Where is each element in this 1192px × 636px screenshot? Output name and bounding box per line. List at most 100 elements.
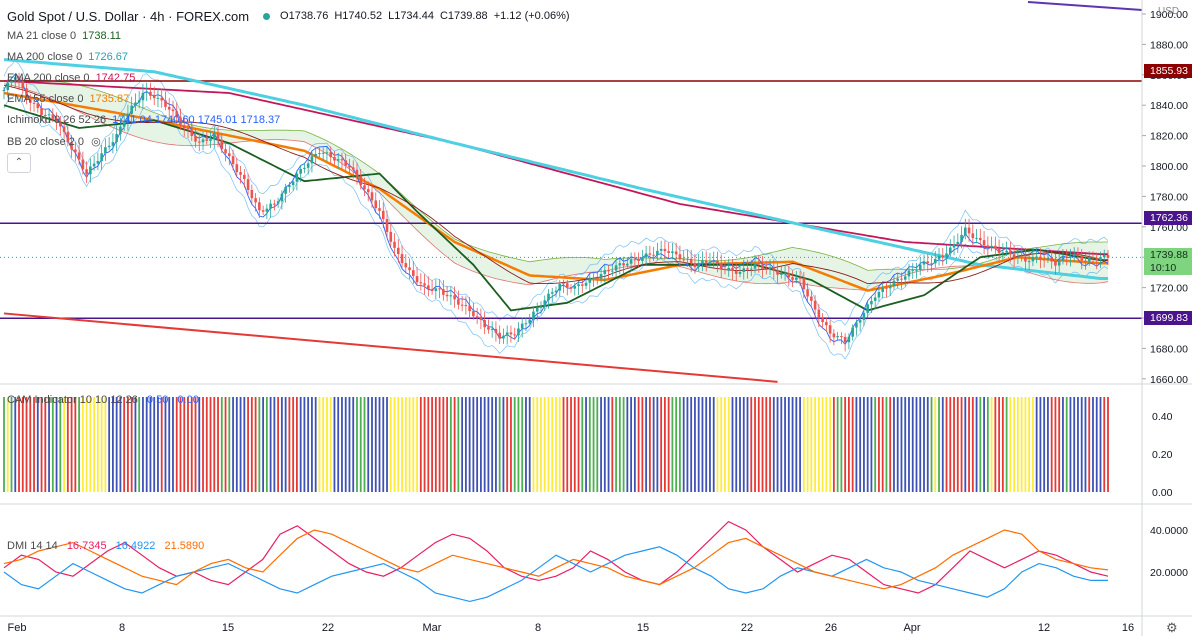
dmi-legend[interactable]: DMI 14 14 16.7345 16.4922 21.5890	[7, 540, 205, 552]
candle-body	[149, 91, 152, 96]
candle-body	[239, 172, 242, 175]
candle-body	[472, 311, 475, 317]
ichimoku-cloud-segment	[285, 130, 290, 141]
ichimoku-cloud-segment	[882, 269, 887, 284]
candle-body	[194, 136, 197, 142]
candle-body	[468, 305, 471, 312]
cam-indicator-pane[interactable]	[3, 397, 1109, 492]
candle-body	[580, 284, 584, 286]
candle-body	[104, 147, 107, 154]
cam-tick-label: 0.40	[1152, 411, 1173, 423]
time-tick-label: 8	[535, 622, 541, 634]
indicator-legend-ema55[interactable]: EMA 55 close 0 1735.87	[7, 93, 130, 105]
candle-body	[787, 273, 791, 278]
candle-body	[573, 285, 577, 289]
candle-body	[190, 129, 194, 137]
candle-body	[156, 97, 160, 99]
trendline-red[interactable]	[3, 312, 778, 383]
ichimoku-cloud-segment	[266, 130, 271, 140]
ichimoku-cloud-segment	[251, 130, 256, 141]
candle-body	[584, 282, 588, 286]
cam-indicator-legend[interactable]: CAM Indicator 10 10 12 26 0.50 0.00	[7, 394, 199, 406]
indicator-legend-ma21[interactable]: MA 21 close 0 1738.11	[7, 30, 122, 42]
candle-body	[273, 203, 276, 205]
candle-body	[464, 304, 468, 306]
hide-eye-icon[interactable]: ◎	[91, 136, 101, 148]
dmi-pane[interactable]	[3, 520, 1109, 603]
candle-body	[716, 260, 719, 264]
candle-body	[175, 111, 179, 118]
candle-body	[479, 316, 483, 321]
currency-unit[interactable]: USD	[1158, 6, 1180, 17]
candle-body	[427, 285, 430, 290]
candle-body	[892, 280, 896, 287]
candle-body	[336, 159, 340, 161]
candle-body	[982, 240, 986, 246]
candle-body	[1054, 261, 1057, 266]
ichimoku-cloud-segment	[830, 255, 834, 288]
candle-body	[667, 251, 670, 253]
candle-body	[1042, 259, 1046, 261]
ichimoku-cloud-segment	[886, 269, 891, 283]
candle-body	[776, 270, 779, 275]
settings-gear-icon[interactable]: ⚙	[1166, 620, 1178, 635]
candle-body	[122, 122, 126, 127]
indicator-legend-ema200[interactable]: EMA 200 close 0 1742.75	[7, 72, 136, 84]
candle-body	[62, 126, 66, 133]
candle-body	[107, 145, 111, 148]
last-price-badge: 1739.88	[1144, 248, 1192, 262]
ichimoku-cloud-segment	[533, 260, 538, 285]
trendline-purple[interactable]	[1027, 1, 1143, 11]
symbol-title[interactable]: Gold Spot / U.S. Dollar · 4h · FOREX.com	[7, 8, 250, 24]
ichimoku-cloud-segment	[623, 258, 628, 268]
ichimoku-cloud-segment	[1036, 247, 1041, 276]
indicator-legend-ma200[interactable]: MA 200 close 0 1726.67	[7, 51, 128, 63]
ichimoku-cloud-segment	[492, 252, 496, 279]
candle-body	[967, 227, 971, 234]
candle-body	[1065, 256, 1068, 258]
candle-body	[1099, 257, 1102, 261]
candle-body	[524, 323, 528, 325]
candle-body	[592, 277, 595, 279]
candle-body	[881, 287, 884, 292]
candle-body	[618, 263, 622, 266]
ichimoku-cloud-segment	[503, 255, 508, 282]
ichimoku-cloud-segment	[747, 256, 752, 283]
ohlc-high: H1740.52	[334, 10, 383, 22]
ichimoku-cloud-segment	[544, 259, 549, 282]
indicator-legend-ichimoku[interactable]: Ichimoku 9 26 52 26 1741.04 1740.60 1745.…	[7, 114, 281, 126]
candle-body	[303, 167, 306, 169]
candle-body	[611, 270, 614, 272]
price-tick-label: 1800.00	[1150, 161, 1188, 173]
bb-lower-line	[3, 93, 1109, 360]
candle-body	[445, 294, 449, 297]
candle-body	[51, 114, 55, 119]
ichimoku-cloud-segment	[822, 253, 827, 288]
ichimoku-cloud-segment	[315, 135, 320, 150]
candle-body	[693, 263, 697, 268]
cam-tick-label: 0.00	[1152, 487, 1173, 499]
ichimoku-cloud-segment	[45, 80, 50, 98]
candle-body	[960, 234, 963, 242]
ichimoku-cloud-segment	[64, 82, 68, 107]
ichimoku-cloud-segment	[589, 257, 594, 273]
candle-body	[389, 231, 393, 242]
ichimoku-cloud-segment	[52, 81, 57, 102]
ichimoku-cloud-segment	[525, 260, 530, 285]
candle-body	[415, 276, 419, 283]
candle-body	[288, 185, 291, 187]
candle-body	[1087, 257, 1091, 262]
candle-body	[44, 114, 47, 116]
indicator-legend-bb[interactable]: BB 20 close 2 0 ◎	[7, 136, 101, 148]
candle-body	[231, 156, 235, 165]
price-pane[interactable]	[0, 1, 1143, 383]
ichimoku-cloud-segment	[259, 130, 264, 141]
collapse-legend-button[interactable]: ⌃	[7, 153, 31, 173]
candle-body	[817, 309, 821, 319]
ichimoku-cloud-segment	[296, 130, 301, 142]
candle-body	[697, 262, 700, 268]
candle-body	[742, 268, 746, 272]
candle-body	[47, 114, 51, 116]
candle-body	[21, 81, 25, 89]
ichimoku-cloud-segment	[856, 265, 861, 290]
